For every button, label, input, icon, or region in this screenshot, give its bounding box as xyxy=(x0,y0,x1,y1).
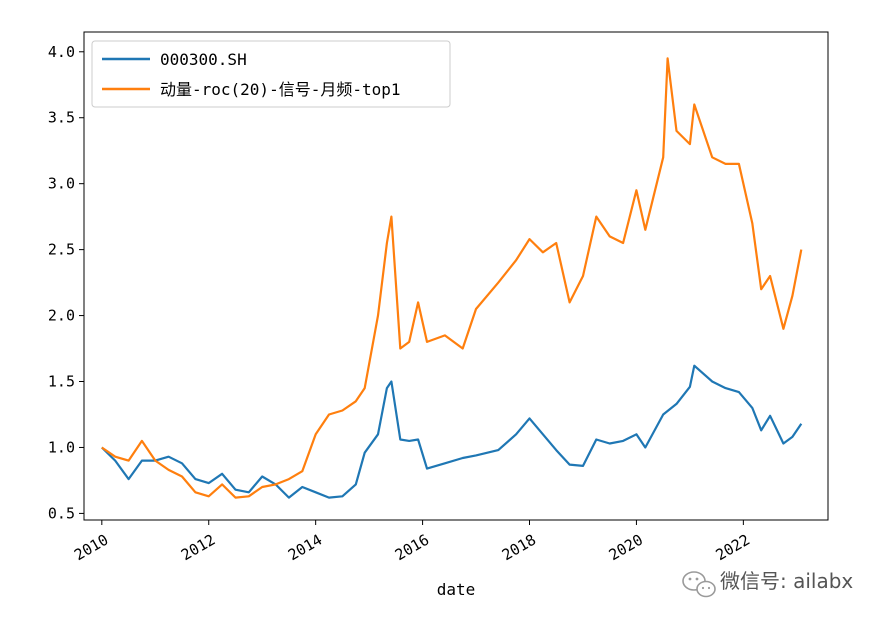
wechat-icon xyxy=(682,571,716,598)
x-tick-label: 2020 xyxy=(606,531,646,565)
x-axis-title: date xyxy=(437,580,476,599)
x-tick-label: 2014 xyxy=(285,531,325,565)
ticks-layer: 0.5 1.0 1.5 2.0 2.5 3.0 3.5 4.0 2010 2012 2014 2016… xyxy=(48,43,753,564)
legend-label-strategy: 动量-roc(20)-信号-月频-top1 xyxy=(160,80,401,99)
y-tick-label: 1.0 xyxy=(48,438,75,456)
y-tick-label: 2.0 xyxy=(48,307,75,325)
x-tick-label: 2022 xyxy=(713,531,753,565)
y-tick-label: 4.0 xyxy=(48,43,75,61)
x-tick-label: 2010 xyxy=(71,531,111,565)
legend-box xyxy=(91,40,451,108)
y-tick-label: 3.5 xyxy=(48,109,75,127)
x-tick-label: 2016 xyxy=(392,531,432,565)
y-tick-label: 1.5 xyxy=(48,373,75,391)
watermark: 微信号: ailabx xyxy=(682,569,853,598)
y-tick-label: 2.5 xyxy=(48,241,75,259)
y-tick-label: 0.5 xyxy=(48,504,75,522)
x-tick-label: 2012 xyxy=(178,531,218,565)
plot-frame xyxy=(83,31,829,521)
series-layer xyxy=(101,57,803,499)
y-tick-label: 3.0 xyxy=(48,175,75,193)
series-line-1 xyxy=(101,57,803,499)
watermark-text: 微信号: ailabx xyxy=(720,569,853,593)
legend: 000300.SH 动量-roc(20)-信号-月频-top1 xyxy=(91,40,451,108)
x-tick-label: 2018 xyxy=(499,531,539,565)
legend-label-000300: 000300.SH xyxy=(160,50,247,69)
series-line-0 xyxy=(101,364,803,499)
